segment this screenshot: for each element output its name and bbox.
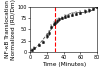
Y-axis label: NF-κB Translocation
Normalized (RD/Dm): NF-κB Translocation Normalized (RD/Dm)	[5, 0, 16, 60]
X-axis label: Time (Minutes): Time (Minutes)	[42, 62, 86, 67]
